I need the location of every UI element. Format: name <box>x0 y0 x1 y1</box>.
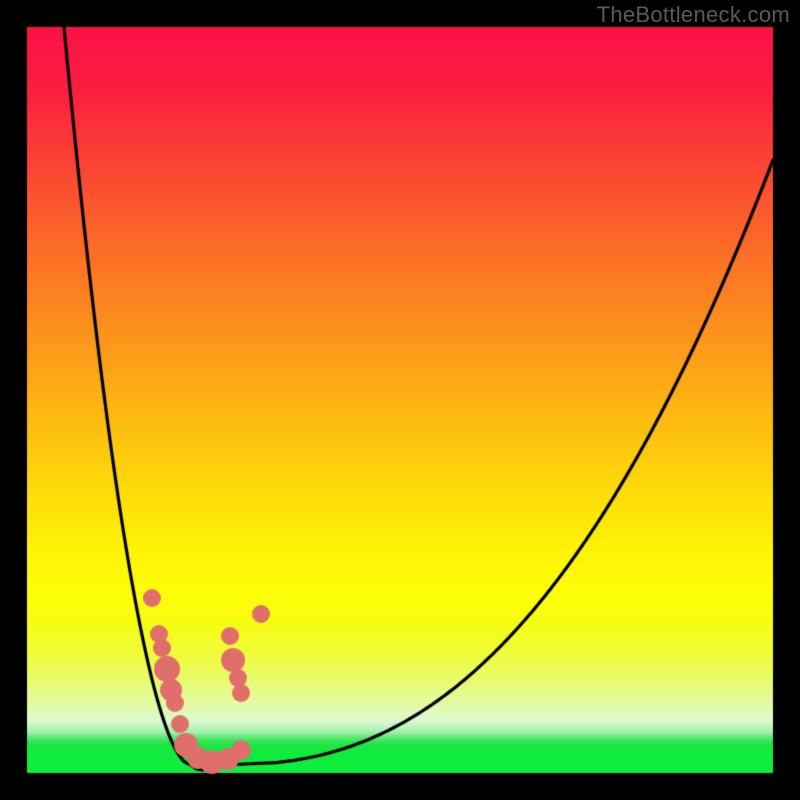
watermark-text: TheBottleneck.com <box>597 2 790 28</box>
chart-container: TheBottleneck.com <box>0 0 800 800</box>
bottleneck-chart-canvas <box>0 0 800 800</box>
